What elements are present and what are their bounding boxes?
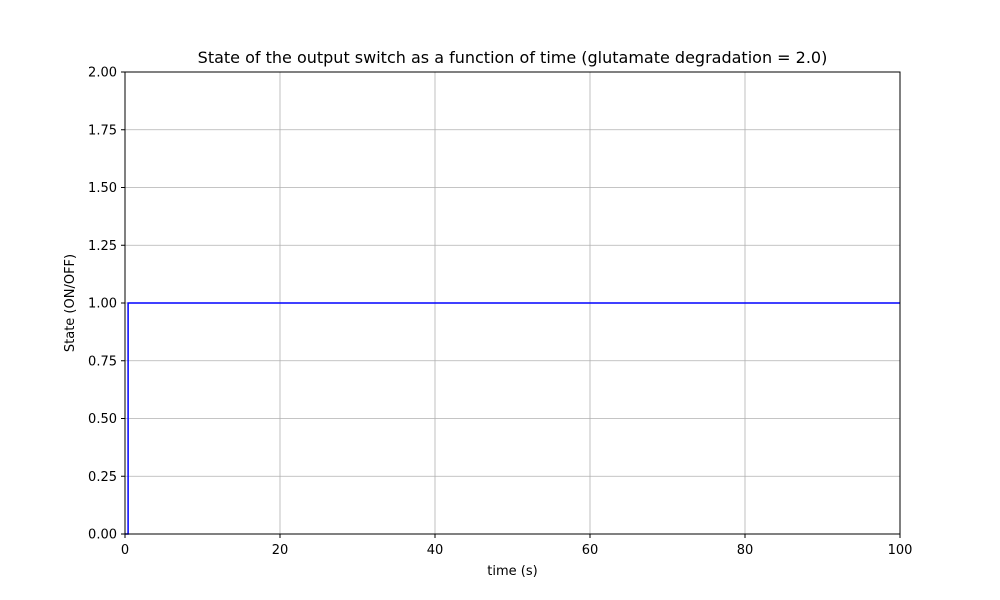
y-tick-label: 0.75 bbox=[88, 354, 117, 369]
y-axis-label: State (ON/OFF) bbox=[63, 254, 78, 352]
x-axis-label: time (s) bbox=[487, 564, 537, 579]
y-tick-label: 1.25 bbox=[88, 239, 117, 254]
x-tick-label: 40 bbox=[427, 543, 444, 558]
x-tick-label: 20 bbox=[272, 543, 289, 558]
axis-ticks: 0 20 40 60 80 100 0.00 0.25 0.50 0.75 1.00 1.25 1.50… bbox=[88, 66, 912, 559]
y-tick-label: 1.75 bbox=[88, 123, 117, 138]
x-tick-label: 0 bbox=[121, 543, 129, 558]
y-tick-label: 1.00 bbox=[88, 297, 117, 312]
x-tick-label: 60 bbox=[582, 543, 599, 558]
chart-title: State of the output switch as a function… bbox=[198, 48, 828, 67]
y-tick-label: 0.00 bbox=[88, 528, 117, 543]
y-tick-label: 1.50 bbox=[88, 181, 117, 196]
y-tick-label: 0.25 bbox=[88, 470, 117, 485]
x-tick-label: 80 bbox=[737, 543, 754, 558]
y-tick-label: 0.50 bbox=[88, 412, 117, 427]
y-tick-label: 2.00 bbox=[88, 66, 117, 81]
x-tick-label: 100 bbox=[888, 543, 913, 558]
